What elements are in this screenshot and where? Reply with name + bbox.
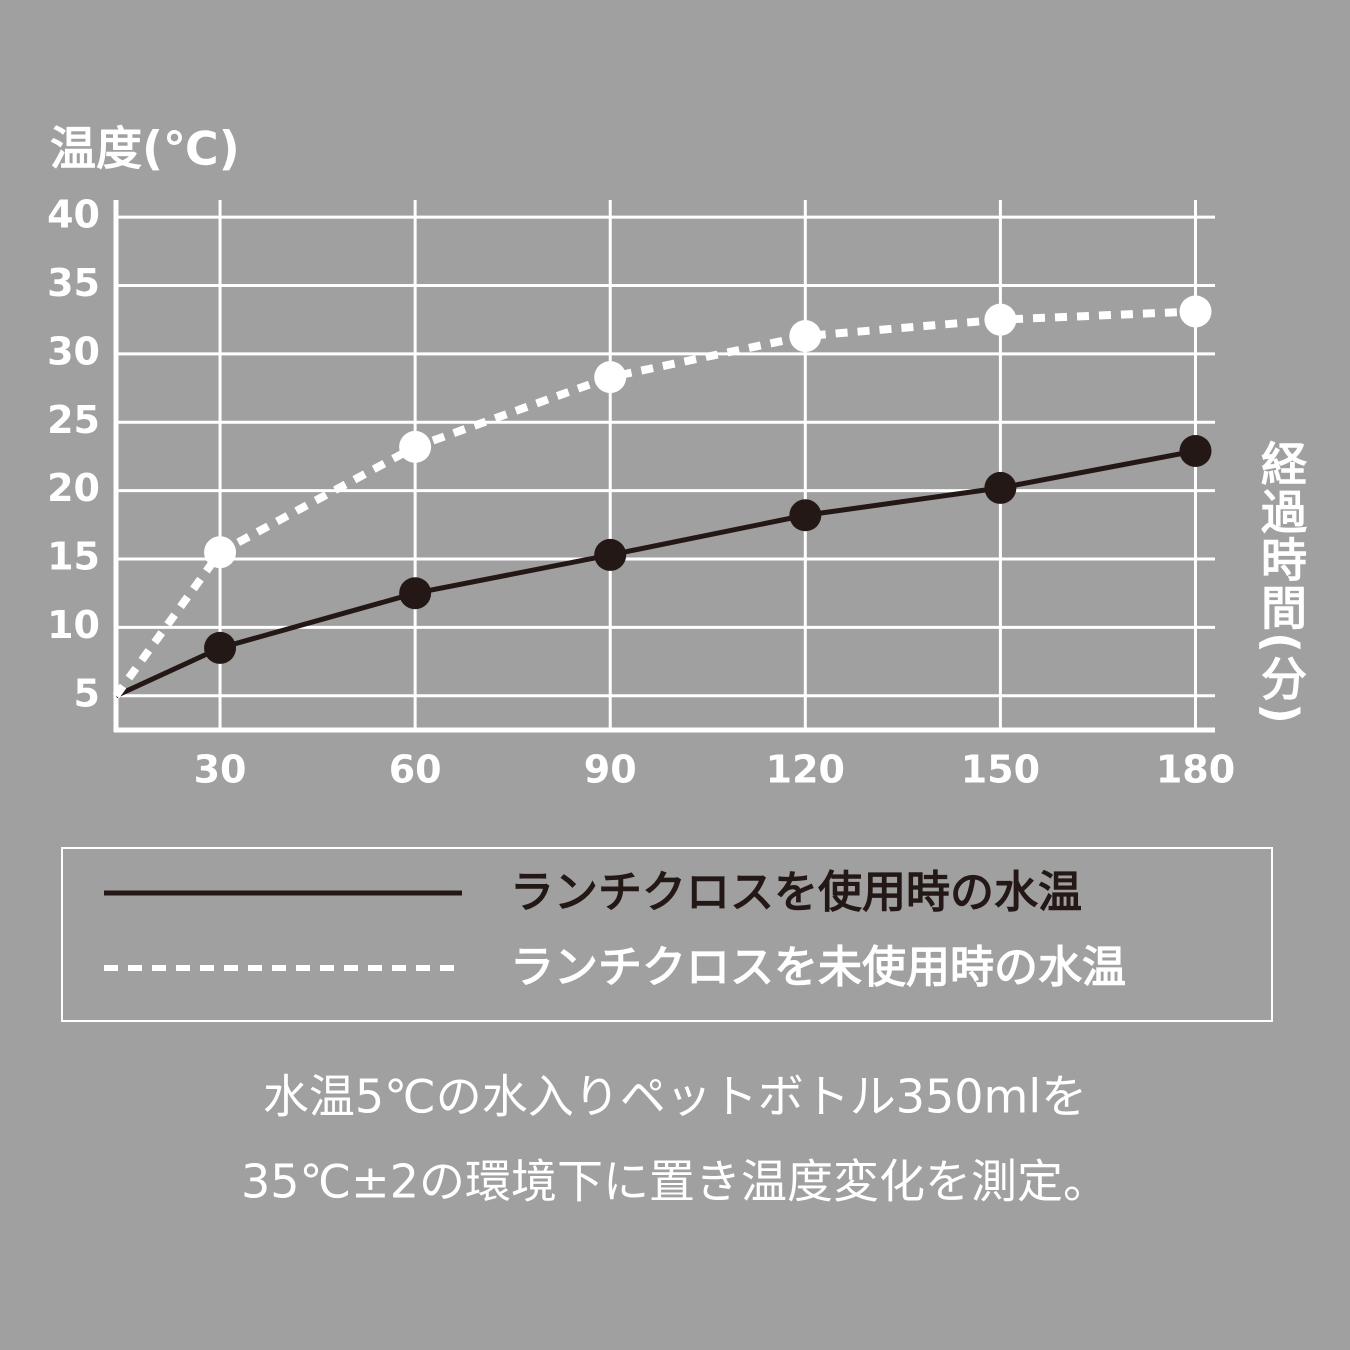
x-tick-label: 150 — [961, 748, 1040, 792]
point — [204, 536, 237, 569]
legend-label: ランチクロスを未使用時の水温 — [510, 942, 1126, 993]
y-tick-label: 35 — [47, 261, 100, 305]
note: 35℃±2の環境下に置き温度変化を測定。 — [241, 1155, 1109, 1209]
legend-box — [61, 847, 1273, 1022]
x-tick-label: 30 — [194, 748, 247, 792]
y-tick-label: 15 — [47, 535, 100, 579]
point — [789, 320, 822, 353]
point — [1179, 434, 1212, 467]
point — [594, 538, 627, 571]
point — [1179, 295, 1212, 328]
y-axis-title: 温度(℃) — [50, 122, 240, 176]
y-tick-label: 25 — [47, 398, 100, 442]
y-tick-label: 10 — [47, 603, 100, 647]
y-tick-label: 40 — [47, 193, 100, 237]
point — [204, 631, 237, 664]
point — [984, 303, 1017, 336]
point — [984, 471, 1017, 504]
legend-label: ランチクロスを使用時の水温 — [510, 867, 1082, 918]
point — [399, 430, 432, 463]
x-tick-label: 120 — [766, 748, 845, 792]
series-line — [112, 307, 1196, 699]
point — [399, 577, 432, 610]
y-tick-label: 30 — [47, 329, 100, 373]
note: 水温5℃の水入りペットボトル350mlを — [263, 1070, 1087, 1124]
x-tick-label: 90 — [584, 748, 637, 792]
y-tick-label: 20 — [47, 466, 100, 510]
point — [789, 499, 822, 532]
x-tick-label: 60 — [389, 748, 442, 792]
x-tick-label: 180 — [1156, 748, 1235, 792]
point — [594, 361, 627, 394]
x-axis-title: 経過時間(分) — [1254, 440, 1308, 727]
y-tick-label: 5 — [74, 671, 100, 715]
series-line — [114, 448, 1196, 699]
